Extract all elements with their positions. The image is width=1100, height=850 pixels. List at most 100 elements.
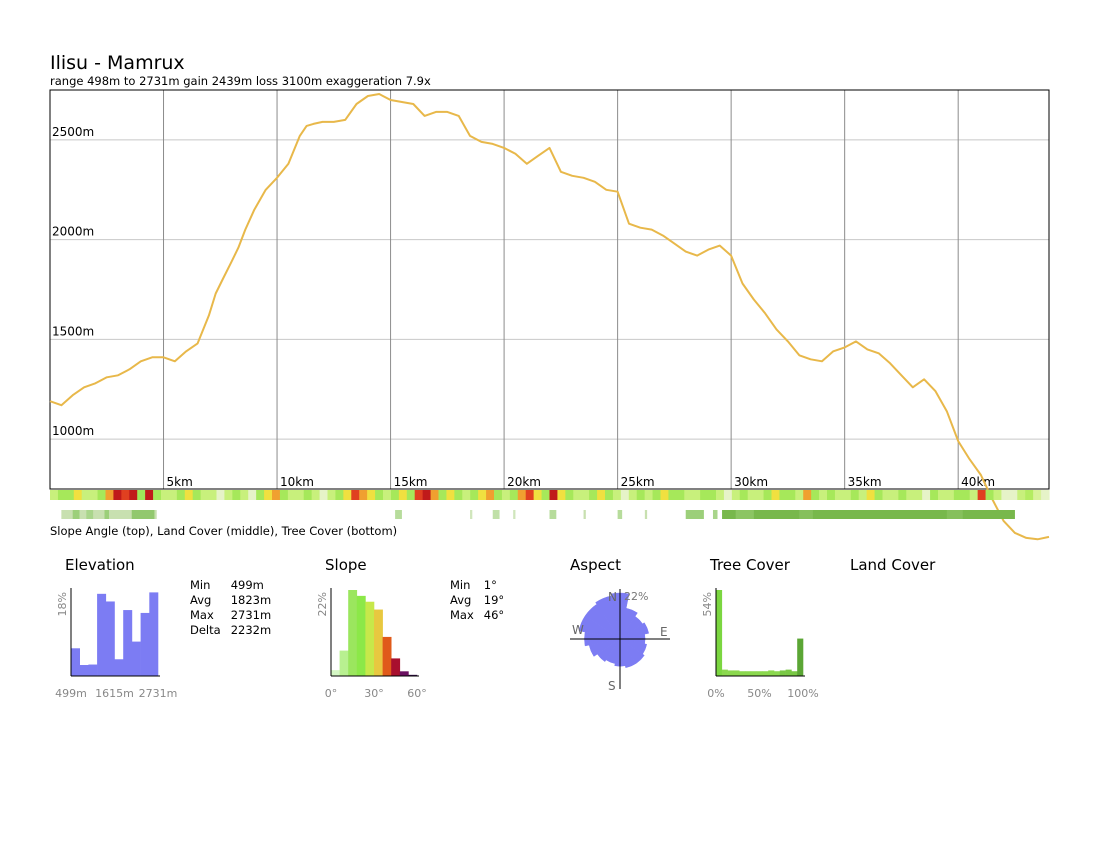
- slope-strip-cell: [612, 490, 622, 500]
- slope-strip-cell: [89, 490, 99, 500]
- y-tick-labels: 1000m 1500m 2000m 2500m: [52, 125, 94, 438]
- slope-strip-cell: [938, 490, 947, 500]
- histogram-tick-label: 30°: [364, 687, 384, 700]
- histogram-bar: [785, 669, 792, 676]
- slope-strip-cell: [81, 490, 91, 500]
- plot-frame: [49, 89, 1050, 490]
- histogram-bar: [739, 671, 746, 676]
- histogram-tick-label: 2731m: [139, 687, 178, 700]
- slope-strip-cell: [470, 490, 479, 500]
- slope-strip-cell: [287, 490, 297, 500]
- histogram-bar: [774, 671, 781, 676]
- aspect-rose: N E S W 22%: [570, 589, 670, 693]
- histogram-bar: [745, 671, 752, 676]
- stat-row: Delta 2232m: [190, 623, 281, 638]
- slope-strip-cell: [723, 490, 733, 500]
- aspect-wedge: [619, 638, 637, 668]
- slope-strip-cell: [422, 490, 432, 500]
- stat-value: 499m: [230, 578, 264, 592]
- slope-strip-cell: [1033, 490, 1042, 500]
- slope-strip-cell: [842, 490, 852, 500]
- slope-strip-cell: [50, 490, 59, 500]
- y-tick-label: 2000m: [52, 225, 94, 239]
- y-tick-label: 1500m: [52, 324, 94, 338]
- x-tick-label: 5km: [167, 475, 193, 489]
- histogram-bar: [768, 670, 775, 676]
- aspect-direction-label: N: [608, 590, 617, 604]
- slope-strip-cell: [700, 490, 709, 500]
- aspect-direction-label: S: [608, 679, 616, 693]
- slope-strip-cell: [747, 490, 757, 500]
- slope-strip-cell: [145, 490, 154, 500]
- slope-strip-cell: [1041, 490, 1050, 500]
- histogram-tick-label: 1615m: [95, 687, 134, 700]
- stat-label: Delta: [190, 623, 221, 637]
- stat-row: Min 499m: [190, 578, 281, 593]
- histogram-bar: [797, 638, 804, 676]
- tree-strip-segment: [685, 510, 704, 519]
- tree-cover-histogram: 54% 0% 50% 100%: [701, 588, 819, 700]
- slope-strip-cell: [620, 490, 630, 500]
- slope-strip-cell: [414, 490, 424, 500]
- slope-strip-cell: [1017, 490, 1026, 500]
- slope-strip-cell: [406, 490, 416, 500]
- histogram-bar: [382, 636, 392, 676]
- aspect-section-title: Aspect: [570, 556, 621, 574]
- histogram-y-label: 54%: [701, 592, 714, 616]
- tree-strip-segment: [617, 510, 623, 519]
- slope-strip-cell: [811, 490, 820, 500]
- histogram-tick-label: 50%: [747, 687, 771, 700]
- tree-strip-segment: [583, 510, 586, 519]
- slope-strip-cell: [224, 490, 233, 500]
- slope-strip-cell: [153, 490, 162, 500]
- slope-strip-cell: [1009, 490, 1018, 500]
- aspect-direction-label: W: [572, 623, 584, 637]
- slope-strip-cell: [549, 490, 559, 500]
- slope-strip-cell: [335, 490, 344, 500]
- slope-strip-cell: [898, 490, 907, 500]
- stat-label: Max: [450, 608, 474, 622]
- slope-strip-cell: [351, 490, 360, 500]
- slope-strip-cell: [478, 490, 487, 500]
- slope-strip-cell: [509, 490, 519, 500]
- slope-section-title: Slope: [325, 556, 367, 574]
- slope-strip-cell: [874, 490, 884, 500]
- histogram-bar: [399, 671, 409, 676]
- slope-strip-cell: [668, 490, 677, 500]
- aspect-wedge: [595, 595, 621, 640]
- slope-strip-cell: [454, 490, 463, 500]
- aspect-wedge: [619, 607, 638, 640]
- slope-strip-cell: [375, 490, 384, 500]
- slope-strip-cell: [367, 490, 376, 500]
- stat-value: 2232m: [230, 623, 272, 637]
- histogram-bar: [391, 658, 401, 676]
- stat-label: Max: [190, 608, 214, 622]
- tree-strip-segment: [722, 510, 1015, 519]
- slope-strip-cell: [383, 490, 392, 500]
- histogram-bar: [149, 592, 159, 676]
- histogram-tick-label: 0%: [707, 687, 724, 700]
- slope-strip-cell: [771, 490, 781, 500]
- slope-stats: Min 1° Avg 19° Max 46°: [450, 578, 514, 623]
- slope-strip-cell: [597, 490, 606, 500]
- tree-strip-segment: [735, 510, 754, 519]
- stat-value: 2731m: [230, 608, 272, 622]
- slope-strip-cell: [311, 490, 321, 500]
- slope-strip-cell: [319, 490, 329, 500]
- x-tick-label: 30km: [734, 475, 768, 489]
- histogram-bar: [791, 671, 798, 676]
- tree-strip-segment: [946, 510, 963, 519]
- slope-strip-cell: [906, 490, 915, 500]
- slope-angle-strip: [50, 490, 1050, 500]
- slope-strip-cell: [137, 490, 146, 500]
- slope-strip-cell: [248, 490, 257, 500]
- slope-strip-cell: [628, 490, 638, 500]
- histogram-bar: [408, 674, 418, 676]
- slope-strip-cell: [1025, 490, 1034, 500]
- histogram-bar: [331, 670, 340, 676]
- tree-strip-segment: [104, 510, 110, 519]
- elevation-histogram: 18% 499m 1615m 2731m: [55, 588, 177, 700]
- slope-strip-cell: [256, 490, 265, 500]
- slope-strip-cell: [914, 490, 923, 500]
